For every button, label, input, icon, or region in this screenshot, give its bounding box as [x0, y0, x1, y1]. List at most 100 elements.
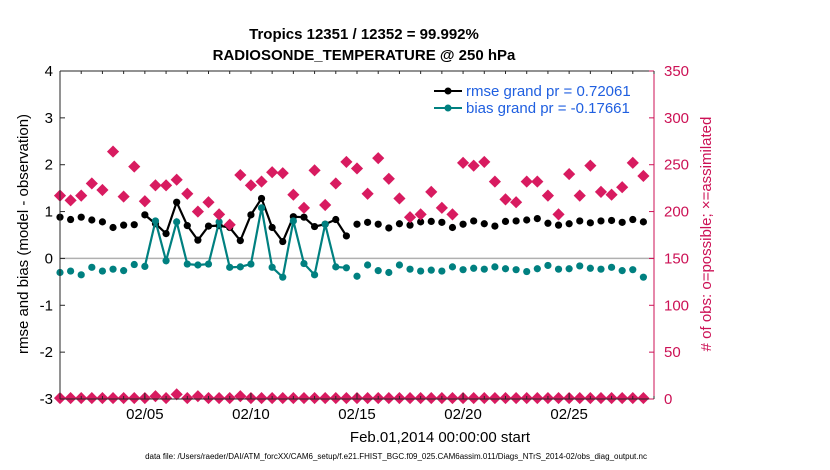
y-right-tick-label: 0: [664, 391, 672, 408]
rmse-point: [607, 216, 616, 225]
obs-assimilated-marker: [361, 187, 374, 200]
bias-point: [417, 267, 425, 275]
obs-possible-marker: [213, 391, 226, 405]
bias-point: [512, 266, 520, 274]
rmse-point: [364, 218, 372, 226]
bias-point: [162, 257, 170, 265]
rmse-point: [395, 220, 404, 228]
rmse-point: [501, 217, 510, 226]
rmse-point: [332, 215, 340, 224]
y-tick-label: -1: [40, 297, 53, 314]
obs-possible-marker: [637, 391, 650, 405]
obs-possible-marker: [340, 391, 353, 405]
bias-point: [151, 217, 160, 225]
rmse-point: [162, 229, 170, 238]
obs-possible-marker: [255, 391, 268, 405]
bias-point: [576, 262, 584, 270]
obs-assimilated-marker: [446, 208, 459, 221]
y-right-tick-label: 150: [664, 250, 689, 267]
bias-point: [448, 263, 457, 271]
bias-point: [364, 261, 372, 269]
bias-point: [130, 260, 138, 269]
bias-point: [523, 267, 531, 276]
obs-assimilated-marker: [75, 189, 88, 202]
bias-point: [98, 267, 107, 275]
bias-point: [597, 265, 605, 273]
bias-point: [438, 267, 446, 275]
rmse-point: [417, 218, 425, 226]
rmse-point: [629, 215, 637, 224]
rmse-point: [597, 217, 605, 225]
bias-point: [141, 262, 149, 270]
bias-point: [470, 264, 478, 272]
obs-assimilated-marker: [181, 187, 194, 200]
bias-point: [385, 268, 393, 277]
obs-assimilated-marker: [350, 162, 364, 175]
bias-point: [533, 265, 541, 273]
bias-point: [226, 263, 234, 271]
y-right-tick-label: 100: [664, 297, 689, 314]
obs-possible-marker: [467, 391, 480, 405]
y-tick-label: 1: [45, 204, 53, 221]
bias-point: [257, 204, 266, 212]
obs-assimilated-marker: [287, 188, 300, 201]
rmse-point: [141, 211, 149, 219]
obs-assimilated-marker: [297, 201, 311, 214]
legend-bias-marker: [444, 104, 452, 112]
obs-possible-marker: [170, 388, 183, 401]
rmse-point: [438, 218, 446, 226]
obs-assimilated-marker: [213, 208, 226, 221]
x-tick-label: 02/25: [550, 406, 588, 423]
y-right-tick-label: 250: [664, 157, 689, 174]
y-axis-right: 0 50 100 150 200 250 300 350: [649, 63, 689, 408]
y-right-tick-label: 350: [664, 63, 689, 80]
obs-assimilated-marker: [382, 172, 395, 185]
rmse-point: [300, 213, 308, 221]
bias-point: [67, 267, 75, 275]
chart-title: Tropics 12351 / 12352 = 99.992%: [249, 26, 479, 43]
bias-point: [374, 267, 382, 275]
rmse-point: [120, 221, 128, 229]
bias-point: [77, 271, 85, 279]
y-tick-label: 0: [45, 250, 53, 267]
rmse-point: [67, 215, 75, 224]
bias-point: [332, 263, 340, 271]
bias-point: [173, 218, 181, 226]
legend-bias-label: bias grand pr = -0.17661: [466, 100, 630, 117]
obs-assimilated-marker: [488, 175, 501, 188]
legend-box: [430, 79, 648, 119]
footnote: data file: /Users/raeder/DAI/ATM_forcXX/…: [145, 452, 647, 461]
x-tick-label: 02/15: [338, 406, 376, 423]
rmse-point: [236, 237, 244, 245]
rmse-point: [183, 222, 191, 230]
rmse-point: [639, 218, 647, 226]
rmse-point: [194, 236, 202, 244]
bias-point: [565, 265, 573, 273]
obs-assimilated-marker: [106, 145, 120, 158]
bias-point: [459, 266, 467, 274]
bias-point: [236, 263, 244, 271]
obs-assimilated-marker: [223, 218, 236, 231]
y-tick-label: -2: [40, 344, 53, 361]
obs-assimilated-marker: [456, 156, 470, 169]
obs-possible-marker: [382, 391, 395, 405]
obs-assimilated-marker: [244, 179, 258, 192]
bias-point: [586, 264, 594, 272]
rmse-point: [470, 217, 478, 225]
obs-assimilated-marker: [159, 179, 173, 192]
x-tick-label: 02/20: [444, 406, 482, 423]
rmse-point: [353, 220, 361, 228]
obs-assimilated-marker: [467, 159, 480, 172]
bias-point: [618, 267, 626, 275]
obs-assimilated-marker: [637, 169, 650, 183]
rmse-point: [77, 213, 85, 221]
bias-point: [88, 263, 96, 271]
bias-point: [194, 261, 202, 269]
rmse-point: [618, 218, 626, 226]
obs-assimilated-marker: [372, 152, 385, 165]
rmse-point: [385, 224, 393, 232]
obs-assimilated-marker: [478, 155, 491, 168]
bias-point: [544, 261, 552, 270]
obs-assimilated-marker: [149, 179, 162, 192]
